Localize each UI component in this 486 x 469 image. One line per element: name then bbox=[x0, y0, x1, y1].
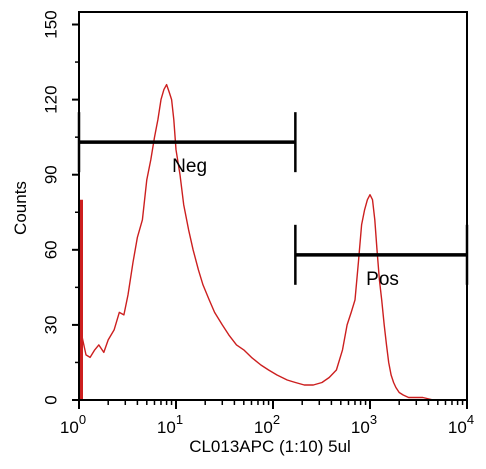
y-tick-label: 150 bbox=[41, 10, 60, 38]
histogram-line bbox=[78, 83, 467, 401]
y-axis-title: Counts bbox=[11, 181, 30, 235]
y-tick-label: 30 bbox=[41, 315, 60, 334]
x-tick-label: 100 bbox=[60, 412, 86, 437]
gate-label-pos: Pos bbox=[366, 269, 399, 290]
gates-layer: Neg Pos bbox=[77, 112, 469, 290]
gate-label-neg: Neg bbox=[172, 156, 207, 177]
y-tick-label: 60 bbox=[41, 240, 60, 259]
y-tick-label: 120 bbox=[41, 85, 60, 113]
x-tick-label: 102 bbox=[254, 412, 280, 437]
x-tick-label: 104 bbox=[448, 412, 474, 437]
plot-layer bbox=[78, 83, 467, 401]
plot-frame bbox=[78, 11, 468, 401]
x-tick-label: 101 bbox=[157, 412, 183, 437]
x-axis-title: CL013APC (1:10) 5ul bbox=[189, 437, 351, 456]
y-tick-label: 0 bbox=[41, 395, 60, 404]
axes-layer: 0 30 60 90 120 150 100 101 102 103 104 bbox=[41, 10, 474, 437]
y-tick-label: 90 bbox=[41, 165, 60, 184]
x-tick-label: 103 bbox=[351, 412, 377, 437]
